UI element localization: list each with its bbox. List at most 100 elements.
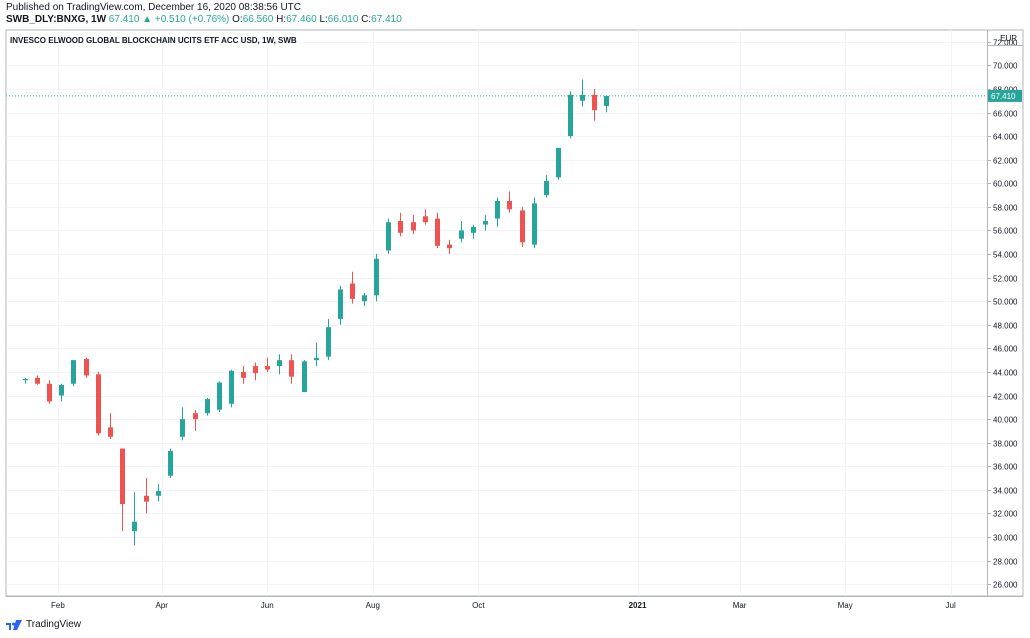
candle-body bbox=[520, 210, 525, 243]
x-tick-label: Jul bbox=[946, 601, 956, 610]
y-tick-label: 52.000 bbox=[993, 275, 1018, 284]
candle-body bbox=[338, 289, 343, 319]
candle-body bbox=[47, 383, 52, 402]
y-tick-label: 70.000 bbox=[993, 62, 1018, 71]
symbol-name: SWB_DLY:BNXG, 1W bbox=[6, 14, 107, 25]
candle-body bbox=[277, 360, 282, 367]
candle-body bbox=[168, 450, 173, 476]
x-tick-label: Oct bbox=[472, 601, 485, 610]
published-line: Published on TradingView.com, December 1… bbox=[6, 2, 301, 13]
candle-body bbox=[229, 370, 234, 404]
candle-body bbox=[96, 374, 101, 434]
y-tick-label: 38.000 bbox=[993, 440, 1018, 449]
candle-body bbox=[483, 221, 488, 225]
candle-body bbox=[386, 222, 391, 251]
candle-body bbox=[556, 147, 561, 178]
price-change: +0.510 (+0.76%) bbox=[154, 14, 230, 25]
y-tick-label: 60.000 bbox=[993, 180, 1018, 189]
candle-body bbox=[84, 358, 89, 376]
y-tick-label: 56.000 bbox=[993, 227, 1018, 236]
y-tick-label: 72.000 bbox=[993, 39, 1018, 48]
y-tick-label: 50.000 bbox=[993, 298, 1018, 307]
candle-body bbox=[411, 222, 416, 231]
candle-body bbox=[592, 94, 597, 111]
high-value: 67.460 bbox=[286, 14, 317, 25]
x-tick-label: May bbox=[838, 601, 853, 610]
candle-body bbox=[495, 200, 500, 219]
candle-body bbox=[144, 495, 149, 502]
y-tick-label: 44.000 bbox=[993, 369, 1018, 378]
candle-body bbox=[314, 357, 319, 361]
candle-body bbox=[120, 448, 125, 505]
candle-body bbox=[265, 366, 270, 370]
y-tick-label: 58.000 bbox=[993, 204, 1018, 213]
high-label: H: bbox=[276, 14, 287, 25]
y-tick-label: 66.000 bbox=[993, 110, 1018, 119]
y-tick-label: 28.000 bbox=[993, 558, 1018, 567]
candle-body bbox=[580, 94, 585, 101]
currency-label: EUR bbox=[1000, 34, 1017, 43]
candle-body bbox=[532, 203, 537, 245]
candle-body bbox=[374, 258, 379, 296]
candle-body bbox=[544, 180, 549, 196]
x-tick-label: Aug bbox=[366, 601, 380, 610]
symbol-info-line: SWB_DLY:BNXG, 1W 67.410 ▲ +0.510 (+0.76%… bbox=[6, 14, 402, 25]
x-tick-label: Mar bbox=[733, 601, 747, 610]
candle-body bbox=[156, 491, 161, 496]
candle-body bbox=[447, 244, 452, 249]
x-tick-label: Apr bbox=[155, 601, 168, 610]
candle-body bbox=[253, 366, 258, 374]
y-tick-label: 34.000 bbox=[993, 487, 1018, 496]
candle-body bbox=[108, 427, 113, 437]
y-tick-label: 64.000 bbox=[993, 133, 1018, 142]
last-price-value: 67.410 bbox=[108, 14, 140, 25]
y-tick-label: 62.000 bbox=[993, 157, 1018, 166]
candle-body bbox=[205, 399, 210, 414]
candle-body bbox=[326, 327, 331, 357]
last-price-label: 67.410 bbox=[991, 92, 1016, 101]
chart-title: INVESCO ELWOOD GLOBAL BLOCKCHAIN UCITS E… bbox=[10, 36, 297, 45]
last-price-badge bbox=[988, 89, 1022, 102]
candle-body bbox=[302, 361, 307, 393]
candle-body bbox=[568, 94, 573, 137]
x-tick-label: Jun bbox=[261, 601, 274, 610]
y-tick-label: 36.000 bbox=[993, 463, 1018, 472]
candle-body bbox=[289, 360, 294, 377]
y-tick-label: 48.000 bbox=[993, 322, 1018, 331]
low-label: L: bbox=[319, 14, 328, 25]
candle-body bbox=[435, 218, 440, 246]
candle-body bbox=[193, 413, 198, 420]
y-tick-label: 30.000 bbox=[993, 534, 1018, 543]
y-tick-label: 40.000 bbox=[993, 416, 1018, 425]
x-tick-label: 2021 bbox=[629, 601, 647, 610]
y-tick-label: 46.000 bbox=[993, 345, 1018, 354]
open-value: 66.560 bbox=[242, 14, 274, 25]
candle-body bbox=[604, 95, 609, 106]
candle-body bbox=[59, 384, 64, 396]
tradingview-logo-icon bbox=[6, 619, 22, 630]
candle-body bbox=[71, 360, 76, 384]
up-arrow-icon: ▲ bbox=[142, 14, 153, 25]
candle-body bbox=[132, 521, 137, 532]
candle-body bbox=[423, 216, 428, 223]
open-label: O: bbox=[232, 14, 243, 25]
footer-brand-text: TradingView bbox=[26, 619, 82, 630]
footer-brand: TradingView bbox=[6, 619, 81, 630]
y-tick-label: 54.000 bbox=[993, 251, 1018, 260]
candle-body bbox=[241, 371, 246, 378]
candle-body bbox=[217, 382, 222, 410]
candle-body bbox=[362, 295, 367, 302]
candle-body bbox=[471, 226, 476, 233]
candle-body bbox=[398, 221, 403, 233]
candle-body bbox=[23, 379, 28, 381]
y-tick-label: 26.000 bbox=[993, 581, 1018, 590]
candle-body bbox=[350, 283, 355, 299]
x-tick-label: Feb bbox=[51, 601, 65, 610]
y-tick-label: 42.000 bbox=[993, 393, 1018, 402]
candle-body bbox=[35, 377, 40, 384]
chart-frame bbox=[5, 29, 1024, 597]
candle-body bbox=[459, 230, 464, 239]
candle-body bbox=[180, 419, 185, 437]
close-label: C: bbox=[361, 14, 372, 25]
